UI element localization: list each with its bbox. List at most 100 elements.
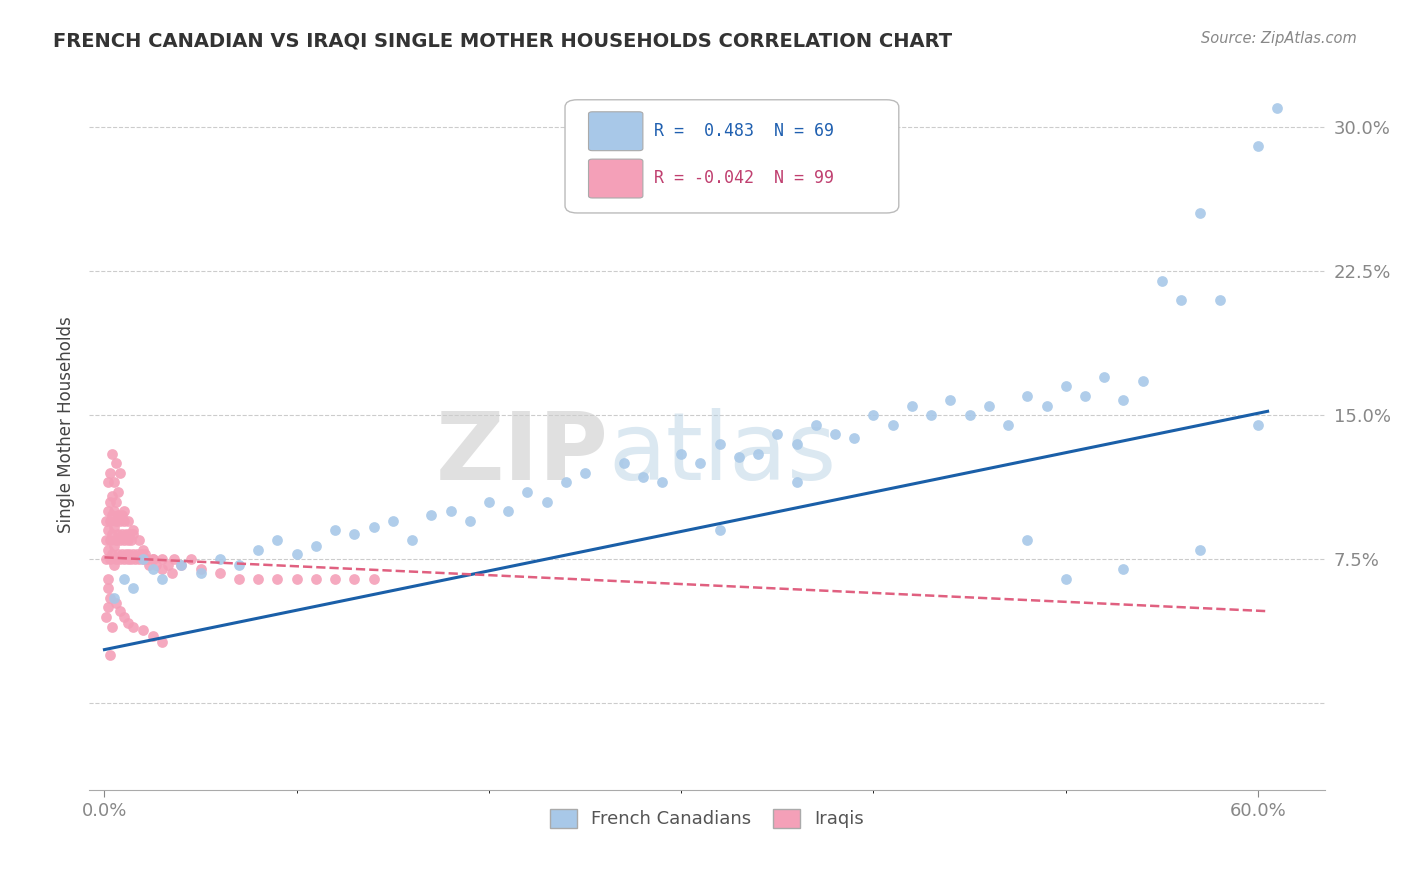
Point [439, 504, 461, 518]
Point [97, 524, 120, 538]
Point [305, 572, 328, 586]
Point [122, 524, 145, 538]
Point [882, 417, 904, 432]
Point [1189, 542, 1212, 557]
Text: FRENCH CANADIAN VS IRAQI SINGLE MOTHER HOUSEHOLDS CORRELATION CHART: FRENCH CANADIAN VS IRAQI SINGLE MOTHER H… [53, 31, 952, 50]
Point [128, 533, 150, 547]
Point [120, 533, 142, 547]
Point [150, 562, 173, 576]
Point [122, 527, 145, 541]
Point [612, 456, 634, 470]
Point [132, 552, 155, 566]
Point [108, 533, 131, 547]
Point [1017, 533, 1039, 547]
Point [1247, 139, 1270, 153]
Point [112, 504, 135, 518]
Point [804, 417, 827, 432]
Point [101, 489, 124, 503]
Point [689, 456, 711, 470]
Point [1054, 572, 1077, 586]
Point [180, 552, 202, 566]
Point [97, 504, 120, 518]
Point [107, 508, 129, 522]
Text: atlas: atlas [609, 408, 837, 500]
Point [96, 552, 118, 566]
Point [862, 408, 884, 422]
Point [901, 399, 924, 413]
Point [97, 572, 120, 586]
Point [98, 648, 121, 663]
Point [117, 552, 139, 566]
Point [1092, 369, 1115, 384]
Point [97, 581, 120, 595]
Point [112, 533, 135, 547]
Point [103, 504, 125, 518]
Point [1150, 274, 1173, 288]
Point [747, 447, 769, 461]
Point [104, 456, 127, 470]
Point [108, 552, 131, 566]
Point [305, 539, 328, 553]
Point [939, 392, 962, 407]
Point [190, 566, 212, 580]
Point [977, 399, 1000, 413]
Point [786, 475, 808, 490]
Point [128, 552, 150, 566]
Point [844, 431, 866, 445]
FancyBboxPatch shape [589, 112, 643, 151]
Point [108, 514, 131, 528]
Point [101, 619, 124, 633]
Point [496, 504, 519, 518]
Point [1112, 392, 1135, 407]
Point [1017, 389, 1039, 403]
Point [247, 542, 270, 557]
Point [117, 533, 139, 547]
Point [478, 494, 501, 508]
Point [363, 519, 385, 533]
Point [96, 610, 118, 624]
Point [228, 558, 250, 572]
Point [343, 572, 366, 586]
Point [1112, 562, 1135, 576]
Point [107, 485, 129, 500]
Point [112, 572, 135, 586]
Text: Source: ZipAtlas.com: Source: ZipAtlas.com [1201, 31, 1357, 46]
Point [107, 547, 129, 561]
Point [536, 494, 558, 508]
Text: ZIP: ZIP [436, 408, 609, 500]
Point [156, 558, 179, 572]
Point [401, 533, 423, 547]
Point [150, 635, 173, 649]
Point [1074, 389, 1097, 403]
Point [824, 427, 846, 442]
Point [112, 552, 135, 566]
Point [285, 547, 308, 561]
Point [1132, 374, 1154, 388]
Point [141, 629, 163, 643]
Y-axis label: Single Mother Households: Single Mother Households [58, 317, 75, 533]
Point [363, 572, 385, 586]
Point [1170, 293, 1192, 307]
Point [997, 417, 1019, 432]
Text: R = -0.042  N = 99: R = -0.042 N = 99 [654, 169, 834, 186]
Point [97, 542, 120, 557]
Point [1035, 399, 1057, 413]
Point [170, 558, 193, 572]
Point [150, 552, 173, 566]
Point [266, 572, 288, 586]
Point [107, 527, 129, 541]
Point [190, 562, 212, 576]
Point [1189, 206, 1212, 220]
Point [103, 539, 125, 553]
Point [631, 469, 654, 483]
Point [145, 558, 167, 572]
Point [671, 447, 693, 461]
Point [516, 485, 538, 500]
Point [104, 597, 127, 611]
Point [118, 527, 141, 541]
Point [96, 533, 118, 547]
Point [138, 558, 160, 572]
Point [101, 547, 124, 561]
Point [127, 547, 149, 561]
Point [574, 466, 596, 480]
